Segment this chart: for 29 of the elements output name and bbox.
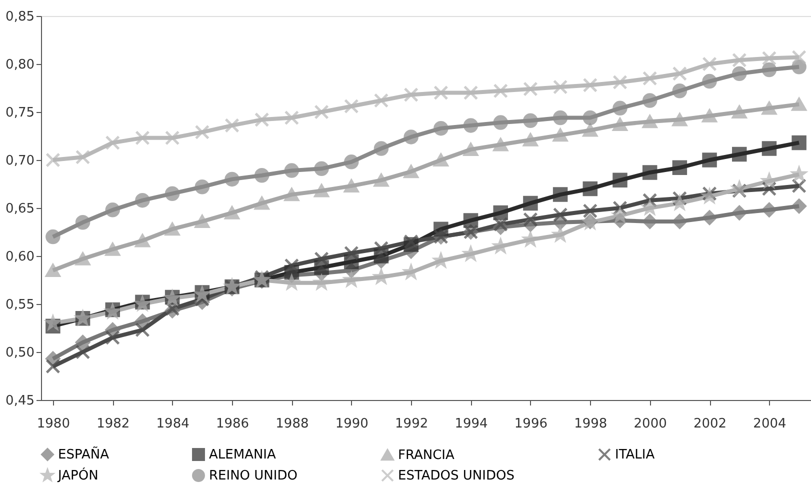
x-tick-label: 2000 — [634, 416, 667, 432]
x-tick-label: 1994 — [454, 416, 488, 432]
legend-label: JAPÓN — [57, 466, 98, 484]
x-tick-label: 1990 — [335, 416, 368, 432]
y-tick-label: 0,45 — [6, 394, 34, 408]
x-tick-label: 1988 — [276, 416, 309, 432]
x-tick-label: 1998 — [574, 416, 608, 432]
x-tick-label: 1984 — [156, 416, 190, 432]
legend-label: ITALIA — [615, 448, 655, 463]
x-tick-label: 1996 — [514, 416, 548, 432]
legend-label: ESTADOS UNIDOS — [398, 468, 514, 484]
legend-label: ESPAÑA — [58, 446, 110, 463]
x-tick-label: 2002 — [693, 416, 727, 432]
x-tick-label: 2004 — [753, 416, 786, 432]
y-tick-label: 0,70 — [6, 154, 34, 168]
x-tick-label: 1980 — [36, 416, 70, 432]
y-tick-label: 0,60 — [6, 250, 34, 264]
y-tick-label: 0,65 — [6, 202, 34, 216]
y-tick-label: 0,85 — [6, 10, 34, 24]
y-tick-label: 0,50 — [6, 346, 34, 360]
legend-label: FRANCIA — [398, 448, 455, 463]
y-tick-label: 0,75 — [6, 106, 34, 120]
legend-label: ALEMANIA — [209, 448, 276, 463]
y-tick-label: 0,80 — [6, 58, 34, 72]
legend-label: REINO UNIDO — [209, 468, 298, 484]
x-tick-label: 1982 — [96, 416, 130, 432]
x-tick-label: 1992 — [395, 416, 428, 432]
y-tick-label: 0,55 — [6, 298, 34, 312]
x-tick-label: 1986 — [216, 416, 250, 432]
